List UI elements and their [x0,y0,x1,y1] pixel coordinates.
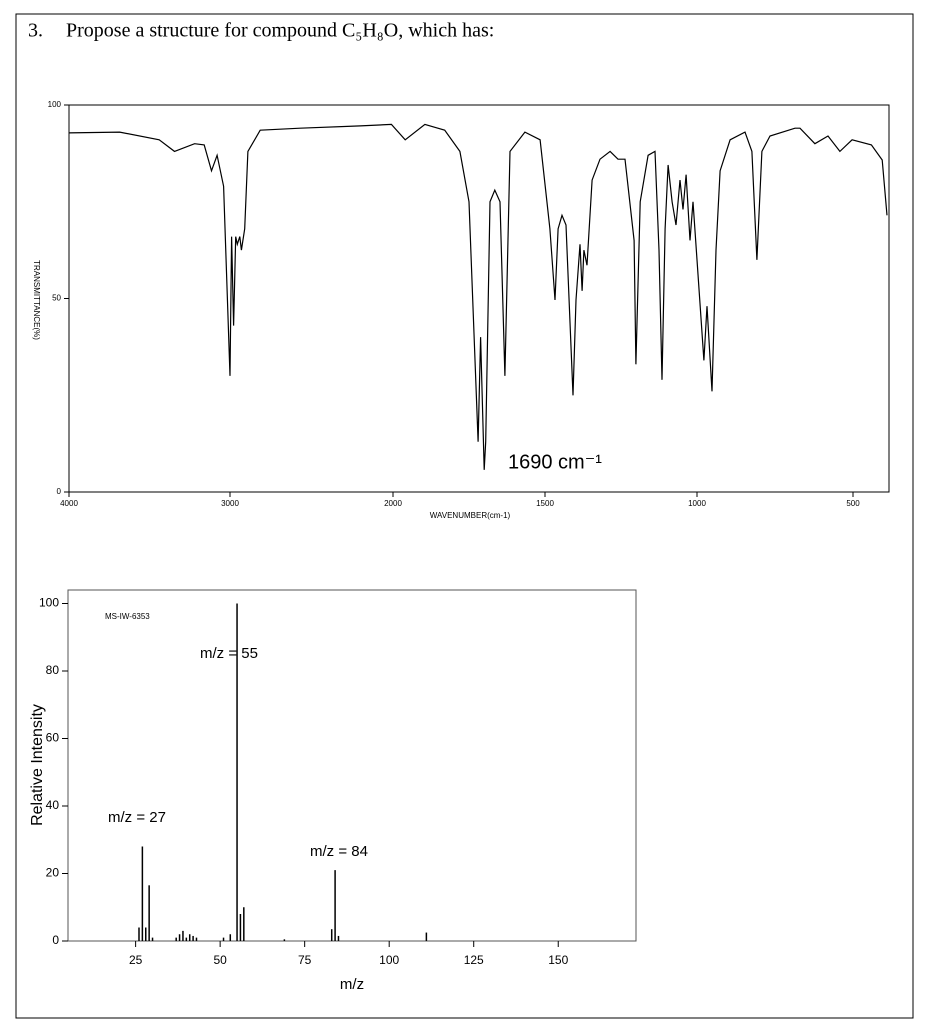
y-tick-label: 20 [46,866,60,880]
y-axis-label: TRANSMITTANCE(%) [32,260,41,340]
y-tick-label: 0 [52,933,59,947]
x-tick-label: 4000 [60,499,78,508]
x-tick-label: 25 [129,953,143,967]
x-tick-label: 100 [379,953,399,967]
y-axis-label: Relative Intensity [29,704,46,826]
plot-frame [68,104,890,493]
x-tick-label: 500 [846,499,860,508]
annotation: 1690 cm⁻¹ [508,451,602,473]
spectrum-id: MS-IW-6353 [105,612,150,621]
annotation: m/z = 84 [310,843,368,860]
x-axis-label: WAVENUMBER(cm-1) [430,511,511,520]
x-tick-label: 125 [464,953,484,967]
annotation: m/z = 55 [200,645,258,662]
y-tick-label: 0 [57,487,62,496]
question-text: Propose a structure for compound C₅H₈O, … [66,20,494,42]
y-tick-label: 40 [46,798,60,812]
plot-frame [67,589,637,942]
x-tick-label: 2000 [384,499,402,508]
annotation: m/z = 27 [108,809,166,826]
y-tick-label: 60 [46,731,60,745]
x-tick-label: 1500 [536,499,554,508]
question-number: 3. [28,20,43,42]
page-border [15,13,914,1019]
x-tick-label: 1000 [688,499,706,508]
x-tick-label: 150 [548,953,568,967]
y-tick-label: 100 [39,596,59,610]
ir-trace [68,123,888,470]
x-axis-label: m/z [340,976,364,993]
x-tick-label: 3000 [221,499,239,508]
y-tick-label: 50 [52,294,61,303]
x-tick-label: 75 [298,953,312,967]
y-tick-label: 100 [48,100,62,109]
y-tick-label: 80 [46,663,60,677]
x-tick-label: 50 [213,953,227,967]
